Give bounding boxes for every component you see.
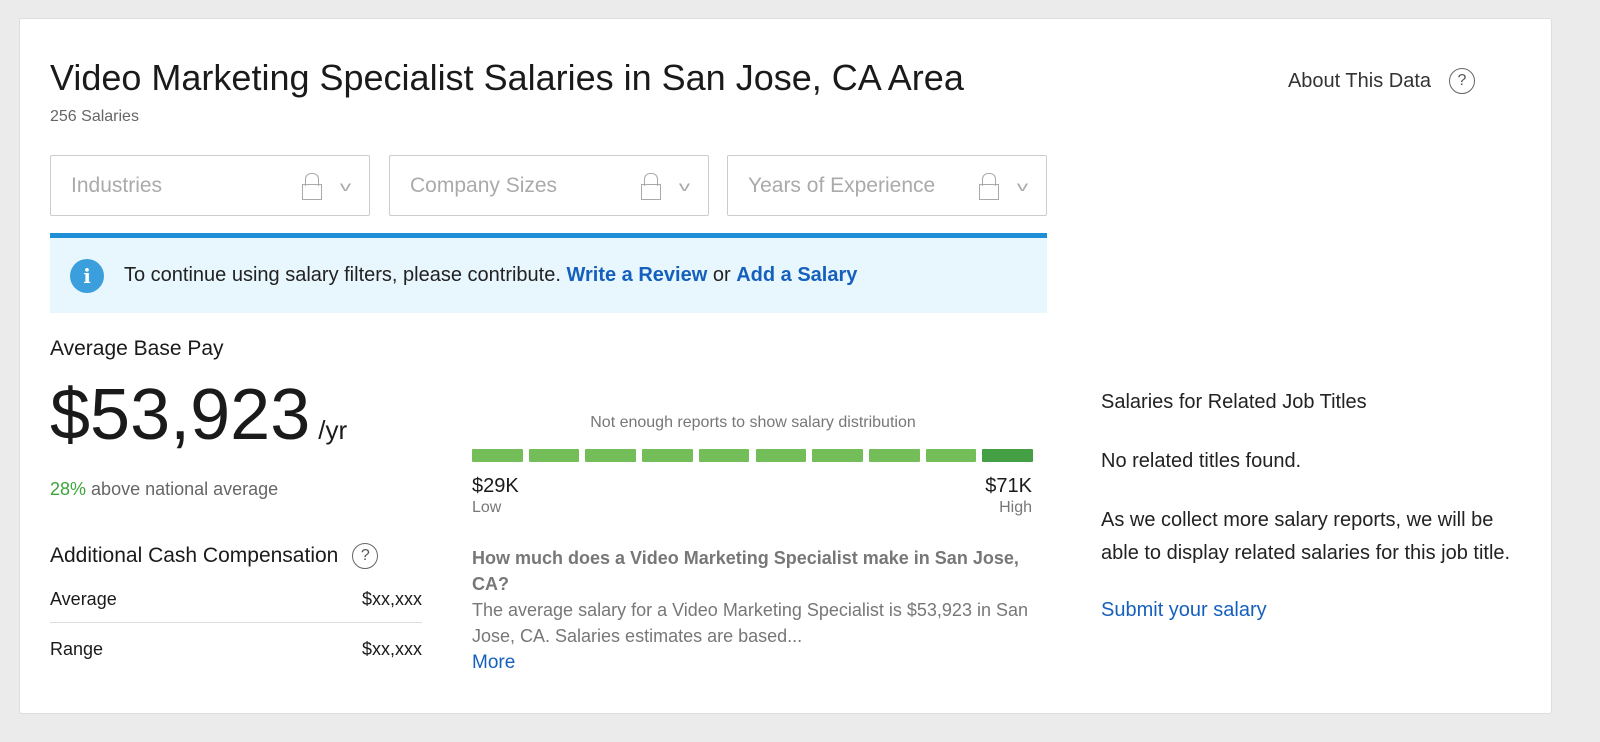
filter-label: Industries	[71, 173, 163, 197]
base-pay-label: Average Base Pay	[50, 337, 224, 360]
distribution-segment	[982, 449, 1033, 462]
high-value: $71K	[985, 475, 1032, 497]
row-value: $xx,xxx	[361, 639, 422, 659]
chevron-down-icon: v	[678, 177, 691, 194]
filter-company-sizes[interactable]: Company Sizes v	[389, 155, 709, 216]
row-value: $xx,xxx	[361, 589, 422, 609]
row-label: Average	[50, 589, 117, 609]
lock-icon	[302, 172, 322, 200]
about-data-button[interactable]: About This Data?	[1288, 68, 1475, 94]
distribution-segment	[585, 449, 637, 462]
distribution-segment	[472, 449, 523, 462]
write-review-link[interactable]: Write a Review	[566, 264, 708, 286]
help-icon[interactable]: ?	[352, 543, 379, 569]
low-value: $29K	[472, 475, 519, 497]
distribution-segment	[925, 449, 977, 462]
base-pay-amount: $53,923	[50, 375, 311, 455]
faq-question: How much does a Video Marketing Speciali…	[472, 548, 1019, 594]
help-icon: ?	[1449, 68, 1475, 94]
filter-industries[interactable]: Industries v	[50, 155, 370, 216]
more-link[interactable]: More	[472, 652, 516, 673]
salary-card: Video Marketing Specialist Salaries in S…	[19, 18, 1552, 714]
low-label: Low	[472, 499, 502, 516]
pct-above: 28%	[50, 479, 87, 499]
lock-icon	[641, 172, 661, 200]
about-label: About This Data	[1287, 69, 1431, 92]
distribution-segment	[528, 449, 580, 462]
distribution-segment	[868, 449, 920, 462]
distribution-segment	[755, 449, 807, 462]
salary-count: 256 Salaries	[50, 108, 139, 125]
high-label: High	[999, 499, 1032, 516]
cash-title: Additional Cash Compensation	[50, 544, 339, 567]
filter-years-experience[interactable]: Years of Experience v	[727, 155, 1047, 216]
lock-icon	[979, 172, 999, 200]
info-banner: i To continue using salary filters, pleas…	[50, 233, 1047, 313]
related-note: As we collect more salary reports, we wi…	[1101, 509, 1511, 564]
faq-answer: The average salary for a Video Marketing…	[472, 600, 1028, 646]
pay-unit: /yr	[318, 415, 348, 445]
cash-row-range: Range $xx,xxx	[50, 623, 422, 660]
banner-or: or	[712, 264, 731, 286]
submit-salary-link[interactable]: Submit your salary	[1101, 599, 1267, 621]
related-title: Salaries for Related Job Titles	[1101, 391, 1367, 413]
banner-text: To continue using salary filters, please…	[124, 264, 561, 286]
filter-label: Company Sizes	[410, 173, 558, 197]
info-icon: i	[70, 258, 104, 293]
chevron-down-icon: v	[339, 177, 352, 194]
page-title: Video Marketing Specialist Salaries in S…	[50, 57, 964, 98]
distribution-segment	[698, 449, 750, 462]
distribution-segment	[812, 449, 863, 462]
distribution-segment	[642, 449, 693, 462]
cash-row-average: Average $xx,xxx	[50, 589, 422, 623]
row-label: Range	[50, 639, 104, 659]
add-salary-link[interactable]: Add a Salary	[736, 264, 858, 286]
compare-text: above national average	[91, 479, 279, 499]
chevron-down-icon: v	[1016, 177, 1029, 194]
related-none: No related titles found.	[1101, 450, 1302, 472]
distribution-message: Not enough reports to show salary distri…	[590, 414, 916, 431]
filter-label: Years of Experience	[748, 173, 936, 197]
